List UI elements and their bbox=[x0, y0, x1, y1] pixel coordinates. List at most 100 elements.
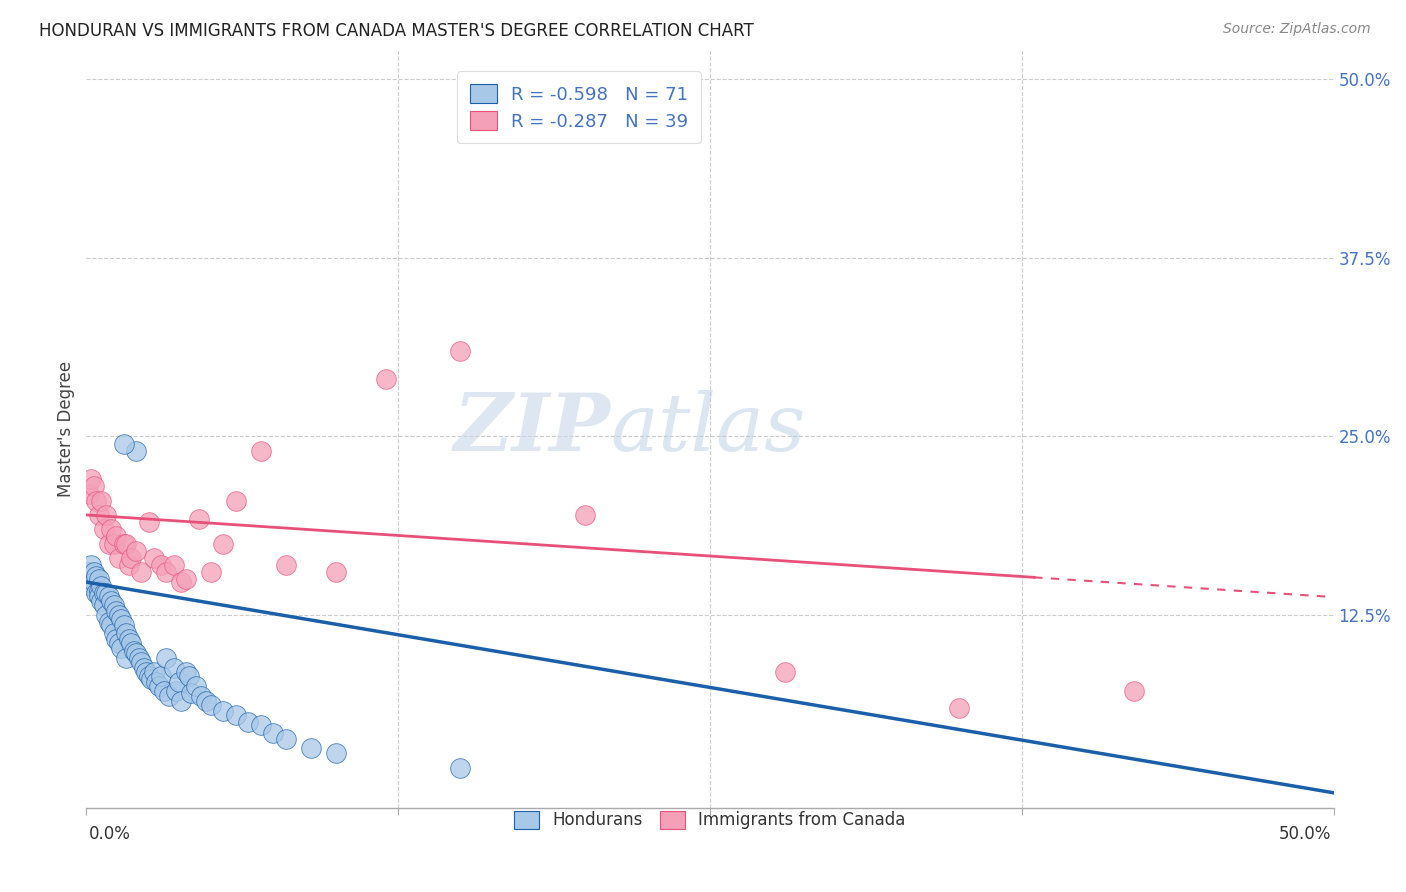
Point bbox=[129, 655, 152, 669]
Point bbox=[100, 593, 122, 607]
Point bbox=[262, 726, 284, 740]
Point bbox=[105, 604, 128, 618]
Point bbox=[299, 740, 322, 755]
Point bbox=[97, 590, 120, 604]
Point bbox=[80, 579, 103, 593]
Point bbox=[115, 536, 138, 550]
Point bbox=[103, 536, 125, 550]
Text: 50.0%: 50.0% bbox=[1278, 825, 1331, 843]
Point bbox=[238, 714, 260, 729]
Point bbox=[110, 612, 132, 626]
Text: ZIP: ZIP bbox=[453, 391, 610, 468]
Point bbox=[115, 626, 138, 640]
Point bbox=[120, 636, 142, 650]
Point bbox=[184, 679, 207, 693]
Point bbox=[90, 493, 112, 508]
Text: 0.0%: 0.0% bbox=[89, 825, 131, 843]
Point bbox=[118, 558, 141, 572]
Point bbox=[115, 650, 138, 665]
Y-axis label: Master's Degree: Master's Degree bbox=[58, 361, 75, 497]
Point bbox=[138, 515, 160, 529]
Point bbox=[107, 636, 129, 650]
Point bbox=[100, 522, 122, 536]
Point bbox=[112, 536, 135, 550]
Point bbox=[195, 693, 218, 707]
Point bbox=[574, 508, 596, 522]
Point bbox=[449, 761, 471, 775]
Point bbox=[449, 343, 471, 358]
Point bbox=[187, 512, 209, 526]
Point bbox=[212, 704, 235, 718]
Point bbox=[83, 575, 105, 590]
Point bbox=[83, 479, 105, 493]
Point bbox=[162, 661, 184, 675]
Point bbox=[174, 665, 197, 679]
Point bbox=[93, 586, 115, 600]
Point bbox=[84, 586, 107, 600]
Point bbox=[80, 558, 103, 572]
Point bbox=[225, 707, 247, 722]
Point bbox=[125, 543, 148, 558]
Point bbox=[212, 536, 235, 550]
Point bbox=[83, 565, 105, 579]
Point bbox=[150, 669, 173, 683]
Point bbox=[155, 565, 177, 579]
Point bbox=[165, 683, 187, 698]
Point bbox=[97, 536, 120, 550]
Point bbox=[87, 508, 110, 522]
Point bbox=[129, 565, 152, 579]
Point bbox=[170, 575, 193, 590]
Point bbox=[150, 558, 173, 572]
Point bbox=[100, 618, 122, 632]
Point bbox=[170, 693, 193, 707]
Point bbox=[141, 672, 163, 686]
Point bbox=[128, 650, 150, 665]
Point bbox=[93, 522, 115, 536]
Point bbox=[107, 607, 129, 622]
Point bbox=[80, 472, 103, 486]
Point bbox=[87, 572, 110, 586]
Point bbox=[90, 593, 112, 607]
Point bbox=[152, 683, 174, 698]
Point bbox=[84, 569, 107, 583]
Point bbox=[200, 565, 222, 579]
Point bbox=[145, 675, 167, 690]
Point bbox=[325, 565, 347, 579]
Point bbox=[90, 579, 112, 593]
Point bbox=[112, 618, 135, 632]
Point bbox=[250, 443, 273, 458]
Point bbox=[1123, 683, 1146, 698]
Point bbox=[162, 558, 184, 572]
Text: Source: ZipAtlas.com: Source: ZipAtlas.com bbox=[1223, 22, 1371, 37]
Point bbox=[157, 690, 180, 704]
Point bbox=[122, 643, 145, 657]
Point bbox=[174, 572, 197, 586]
Point bbox=[200, 698, 222, 712]
Point bbox=[138, 669, 160, 683]
Text: atlas: atlas bbox=[610, 391, 806, 468]
Point bbox=[87, 583, 110, 598]
Point bbox=[96, 508, 118, 522]
Point bbox=[155, 650, 177, 665]
Point bbox=[103, 598, 125, 612]
Point bbox=[948, 700, 970, 714]
Point bbox=[142, 550, 165, 565]
Point bbox=[125, 443, 148, 458]
Point bbox=[87, 590, 110, 604]
Point bbox=[105, 632, 128, 647]
Point bbox=[97, 615, 120, 629]
Point bbox=[167, 675, 190, 690]
Point bbox=[77, 486, 100, 500]
Point bbox=[96, 607, 118, 622]
Point bbox=[274, 558, 297, 572]
Point bbox=[180, 686, 202, 700]
Point bbox=[250, 718, 273, 732]
Point bbox=[107, 550, 129, 565]
Point bbox=[274, 732, 297, 747]
Point bbox=[225, 493, 247, 508]
Point bbox=[77, 565, 100, 579]
Point bbox=[103, 626, 125, 640]
Point bbox=[125, 647, 148, 661]
Point bbox=[112, 436, 135, 450]
Point bbox=[135, 665, 157, 679]
